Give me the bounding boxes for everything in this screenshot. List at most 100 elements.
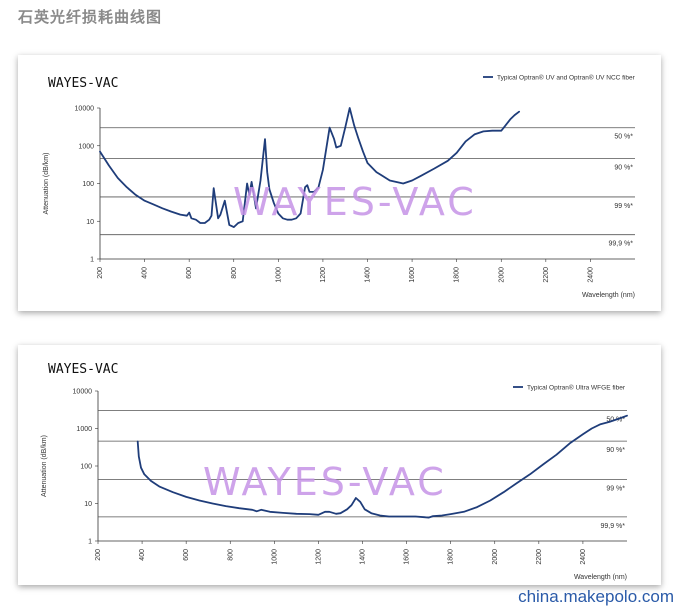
data-point [359,501,361,503]
y-tick-label: 1 [90,257,94,264]
data-point [291,219,293,221]
data-point [353,124,355,126]
data-point [626,415,628,417]
data-point [483,131,484,132]
data-point [306,184,308,186]
data-point [220,214,221,216]
data-point [150,480,152,482]
transmission-label: 99,9 %* [600,523,625,530]
data-point [402,183,404,184]
data-point [304,186,306,188]
data-point [188,212,190,214]
data-point [335,513,337,515]
data-point [491,130,493,132]
x-tick-label: 1600 [409,267,416,283]
x-tick-label: 800 [227,549,234,561]
data-point [277,213,279,214]
x-tick-label: 2400 [587,267,594,283]
data-point [296,513,297,515]
x-tick-label: 1600 [404,549,411,565]
data-point [500,130,502,132]
data-point [195,219,197,221]
data-point [251,181,253,183]
data-point [204,222,206,224]
data-point [108,165,110,166]
data-point [143,473,145,475]
data-point [199,222,201,224]
y-tick-label: 1000 [76,426,92,433]
data-point [255,207,257,209]
transmission-label: 90 %* [606,447,625,454]
data-point [447,160,449,162]
data-point [266,171,268,173]
chart-panel-ultra: WAYES-VAC 10000 1000 100 10 1 Attenuation (dB/… [18,345,661,585]
data-point [186,215,188,217]
y-tick-label: 1000 [78,143,94,150]
data-point [242,220,244,222]
data-point [600,423,601,425]
data-point [340,512,341,514]
x-tick-label: 600 [186,267,193,279]
data-point [224,200,226,202]
x-tick-label: 1400 [365,267,372,283]
data-point [329,127,330,129]
data-point [582,433,584,435]
x-tick-label: 2400 [580,549,587,565]
data-point [351,504,352,506]
watermark-text: WAYES-VAC [233,180,477,224]
data-point [465,141,466,142]
data-point [140,467,142,469]
y-axis-label: Attenuation (dB/km) [41,435,48,497]
data-point [233,226,235,228]
data-point [346,508,348,510]
data-point [379,515,381,516]
data-point [609,421,610,423]
data-point [238,507,240,509]
data-point [300,213,301,214]
data-point [215,202,217,204]
data-point [286,219,288,221]
data-point [213,187,215,189]
data-point [450,513,452,515]
x-tick-label: 2000 [498,267,505,283]
data-point [503,491,504,493]
data-point [162,207,163,209]
brand-label: WAYES-VAC [48,362,118,377]
data-point [153,204,154,205]
data-point [249,194,250,196]
data-point [137,441,139,442]
data-point [264,138,266,140]
data-point [144,200,145,202]
data-point [474,134,475,135]
data-point [208,219,210,221]
uv-attenuation-chart: WAYES-VAC 10000 1000 100 10 1 Attenuation (dB/… [43,73,636,299]
data-point [432,515,434,517]
y-tick-label: 1 [88,539,92,546]
y-tick-label: 100 [82,181,94,188]
data-point [542,464,544,465]
data-point [389,180,391,181]
data-point [364,508,366,510]
transmission-label: 99 %* [606,485,625,492]
data-point [135,194,137,196]
data-point [282,217,284,219]
data-point [569,443,571,444]
legend-label: Typical Optran® Ultra WFGE fiber [527,383,626,391]
data-point [397,516,399,517]
data-point [406,516,407,517]
data-point [329,511,330,513]
data-point [591,428,593,429]
data-point [273,202,275,204]
transmission-label: 99,9 %* [608,241,633,248]
data-point [212,503,214,504]
x-tick-label: 2200 [536,549,543,565]
data-point [309,513,310,515]
x-axis-label: Wavelength (nm) [582,292,635,299]
data-point [217,217,219,219]
data-point [355,497,357,499]
data-point [191,217,192,219]
data-point [529,473,531,475]
data-point [228,224,230,226]
data-point [269,511,271,513]
footer-credit: china.makepolo.com [518,587,674,606]
